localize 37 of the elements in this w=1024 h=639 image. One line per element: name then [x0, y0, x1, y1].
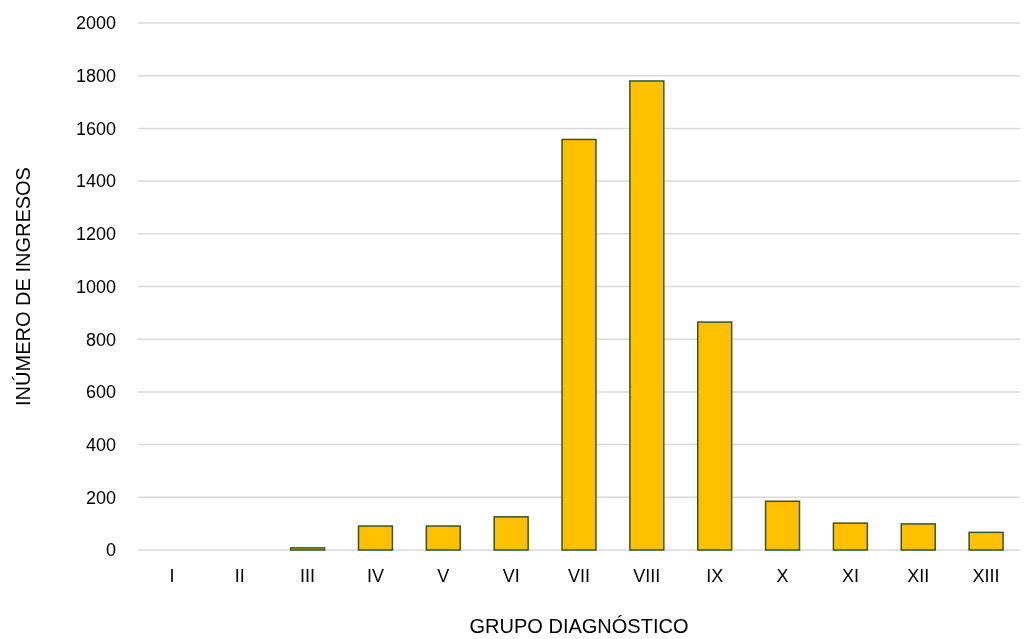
x-tick-label: XII	[907, 566, 930, 586]
bar	[493, 516, 529, 551]
y-axis-title: INÚMERO DE INGRESOS	[12, 167, 34, 406]
y-tick-label: 800	[85, 329, 116, 350]
bar	[696, 321, 733, 551]
bar	[764, 500, 801, 551]
bar	[289, 547, 326, 551]
y-tick-label: 1200	[75, 224, 116, 245]
y-tick-label: 1800	[75, 66, 116, 86]
y-tick-label: 200	[85, 487, 116, 508]
x-tick-label: IX	[706, 566, 724, 586]
bar	[629, 80, 665, 551]
bar	[832, 522, 869, 551]
bar	[968, 531, 1004, 551]
bar	[425, 525, 462, 551]
y-tick-label: 1600	[75, 118, 116, 139]
bar	[357, 525, 394, 551]
y-tick-label: 2000	[75, 13, 116, 34]
bar	[561, 138, 597, 551]
x-tick-label: I	[169, 566, 175, 586]
x-tick-label: V	[437, 566, 450, 586]
x-tick-label: III	[300, 566, 316, 586]
y-tick-label: 1000	[75, 276, 116, 297]
x-tick-label: IV	[366, 566, 384, 586]
y-tick-label: 600	[85, 382, 116, 403]
x-tick-label: II	[234, 566, 245, 586]
x-tick-label: XIII	[972, 566, 1000, 586]
y-tick-label: 0	[105, 540, 116, 561]
x-tick-label: VII	[567, 566, 591, 586]
y-tick-label: 1400	[75, 171, 116, 192]
y-tick-label: 400	[85, 434, 116, 455]
bar	[900, 523, 936, 551]
x-axis-title: GRUPO DIAGNÓSTICO	[469, 615, 689, 637]
x-tick-label: VI	[502, 566, 520, 586]
x-tick-label: VIII	[633, 566, 661, 586]
x-tick-label: X	[776, 566, 789, 586]
x-tick-label: XI	[841, 566, 859, 586]
